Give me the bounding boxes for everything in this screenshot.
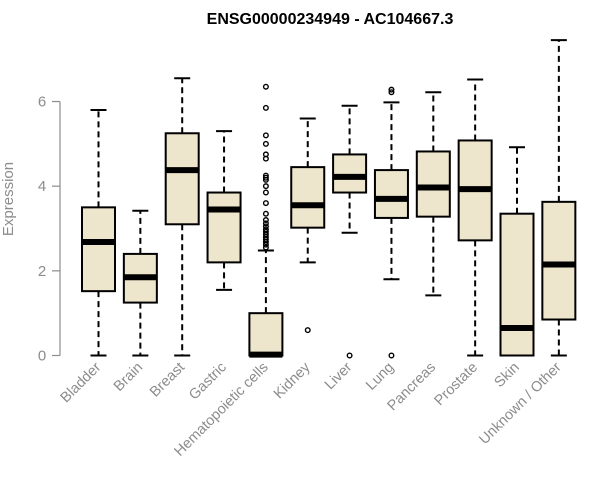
iqr-box — [81, 206, 116, 293]
iqr-box — [332, 153, 368, 194]
box-2 — [164, 77, 200, 357]
outlier-point — [262, 174, 269, 181]
outlier-point — [262, 200, 269, 207]
outlier-point — [262, 228, 269, 235]
outlier-point — [262, 223, 269, 230]
iqr-box — [164, 132, 200, 226]
y-axis: 0 2 4 6 — [38, 94, 61, 365]
box-10 — [499, 146, 535, 357]
box-1 — [122, 209, 158, 357]
outlier-point — [262, 140, 269, 147]
outlier-point — [304, 327, 311, 334]
chart-title: ENSG00000234949 - AC104667.3 — [207, 11, 454, 28]
outlier-point — [388, 86, 395, 93]
outlier-point — [388, 89, 395, 96]
iqr-box — [541, 200, 577, 321]
outlier-point — [262, 217, 269, 224]
outlier-point — [388, 352, 395, 359]
y-tick-label: 2 — [38, 263, 46, 280]
outlier-point — [262, 183, 269, 190]
outlier-point — [262, 226, 269, 233]
category-label: Bladder — [58, 359, 105, 406]
box-11 — [541, 39, 577, 357]
box-4 — [248, 83, 284, 358]
category-label: Brain — [111, 360, 146, 395]
y-tick-label: 0 — [38, 348, 46, 365]
category-label: Kidney — [271, 359, 314, 402]
box-7 — [373, 86, 409, 359]
iqr-box — [206, 191, 242, 264]
y-tick-label: 4 — [38, 178, 46, 195]
category-label: Breast — [147, 360, 188, 401]
category-label: Lung — [363, 360, 397, 394]
box-3 — [206, 130, 242, 291]
outlier-point — [262, 172, 269, 179]
iqr-box — [248, 312, 284, 357]
outlier-point — [262, 83, 269, 90]
outlier-point — [346, 352, 353, 359]
y-axis-label: Expression — [0, 162, 17, 236]
box-0 — [81, 108, 116, 357]
outlier-point — [262, 220, 269, 227]
iqr-box — [290, 166, 326, 229]
outlier-point — [262, 189, 269, 196]
outlier-point — [262, 210, 269, 217]
box-6 — [332, 104, 368, 359]
outlier-point — [262, 132, 269, 139]
y-tick-label: 6 — [38, 94, 46, 111]
boxes-group — [81, 39, 577, 359]
iqr-box — [499, 212, 535, 357]
box-9 — [457, 78, 493, 357]
category-label: Liver — [322, 359, 356, 393]
box-8 — [415, 91, 451, 297]
box-5 — [290, 117, 326, 334]
iqr-box — [373, 169, 409, 219]
iqr-box — [415, 150, 451, 218]
category-label: Prostate — [431, 360, 480, 409]
outlier-point — [262, 151, 269, 158]
category-label: Skin — [492, 360, 523, 391]
outlier-point — [262, 104, 269, 111]
outlier-point — [262, 244, 269, 251]
